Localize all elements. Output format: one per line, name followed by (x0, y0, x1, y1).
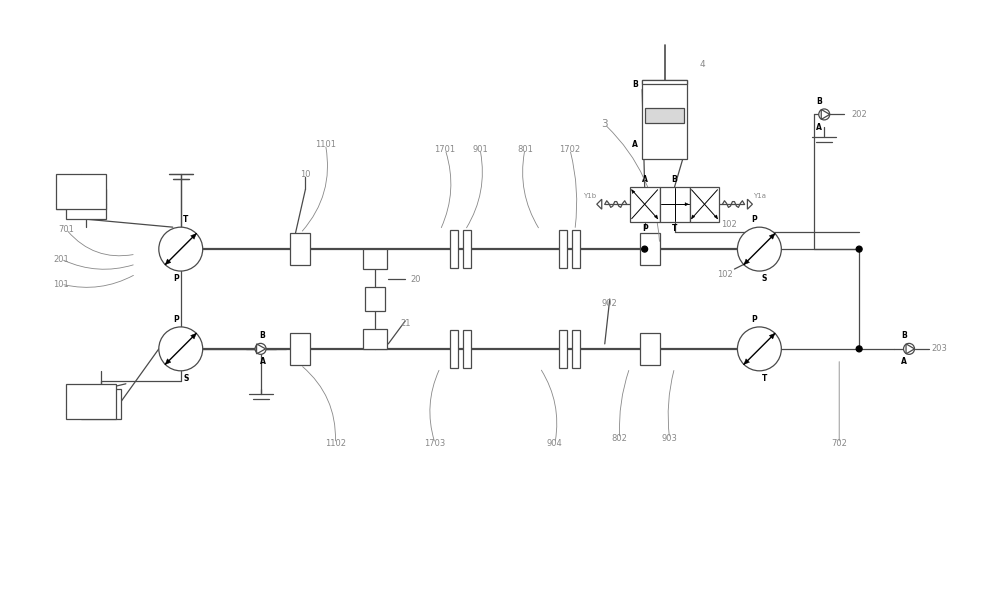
Text: 203: 203 (931, 345, 947, 353)
Bar (642, 80, 687, 159)
Text: S: S (183, 374, 188, 383)
Text: T: T (672, 224, 677, 233)
Polygon shape (685, 203, 689, 206)
Bar (630, 187, 660, 221)
Text: P: P (173, 315, 179, 324)
Text: 6: 6 (73, 389, 79, 398)
Circle shape (159, 327, 203, 371)
Text: 1102: 1102 (325, 439, 346, 448)
Polygon shape (191, 234, 196, 239)
Text: 901: 901 (472, 145, 488, 154)
Text: 102: 102 (722, 220, 737, 229)
Bar (572, 330, 580, 368)
Bar (660, 187, 690, 221)
Text: Y1a: Y1a (753, 193, 766, 199)
Bar (363, 249, 387, 269)
Text: A: A (642, 176, 648, 184)
Text: 101: 101 (53, 280, 69, 289)
Bar (290, 333, 310, 365)
Bar (56, 174, 106, 209)
Polygon shape (744, 259, 749, 264)
Text: 702: 702 (831, 439, 847, 448)
Bar (642, 80, 687, 84)
Polygon shape (744, 359, 749, 365)
Text: 904: 904 (547, 439, 563, 448)
Polygon shape (165, 359, 171, 365)
Text: Y1b: Y1b (583, 193, 596, 199)
Polygon shape (165, 259, 171, 264)
Circle shape (159, 227, 203, 271)
Bar (559, 230, 567, 268)
Circle shape (856, 246, 862, 252)
Text: 4: 4 (699, 60, 705, 69)
Text: A: A (901, 358, 907, 366)
Text: A: A (632, 140, 638, 149)
Text: 801: 801 (517, 145, 533, 154)
Text: B: B (816, 97, 822, 106)
Text: 3: 3 (601, 120, 608, 130)
Circle shape (819, 109, 830, 120)
Text: 1701: 1701 (435, 145, 456, 154)
Circle shape (737, 227, 781, 271)
Polygon shape (191, 333, 196, 339)
Text: 902: 902 (602, 299, 618, 309)
Text: P: P (752, 315, 757, 324)
Text: B: B (632, 80, 638, 89)
Bar (572, 230, 580, 268)
Bar (81, 389, 121, 419)
Bar (645, 108, 684, 124)
Bar (450, 230, 458, 268)
Circle shape (904, 343, 915, 355)
Text: S: S (762, 274, 767, 283)
Polygon shape (714, 215, 717, 219)
Text: P: P (752, 215, 757, 224)
Bar (66, 189, 106, 219)
Circle shape (255, 343, 266, 355)
Circle shape (856, 346, 862, 352)
Text: B: B (901, 332, 907, 340)
Bar (365, 287, 385, 311)
Text: 10: 10 (300, 170, 311, 179)
Bar (559, 330, 567, 368)
Bar (463, 330, 471, 368)
Text: 1702: 1702 (559, 145, 580, 154)
Polygon shape (692, 215, 695, 219)
Bar (363, 329, 387, 349)
Text: 1703: 1703 (425, 439, 446, 448)
Text: 802: 802 (612, 434, 628, 443)
Polygon shape (769, 234, 775, 239)
Text: 202: 202 (851, 110, 867, 119)
Text: A: A (260, 358, 265, 366)
Text: T: T (762, 374, 767, 383)
Bar (463, 230, 471, 268)
Text: A: A (816, 123, 822, 132)
Text: 701: 701 (58, 224, 74, 234)
Text: B: B (672, 176, 677, 184)
Text: 1101: 1101 (315, 140, 336, 149)
Text: 21: 21 (400, 319, 410, 329)
Text: B: B (260, 332, 265, 340)
Polygon shape (632, 190, 635, 194)
Text: T: T (183, 215, 188, 224)
Bar (290, 233, 310, 265)
Bar (640, 333, 660, 365)
Text: 20: 20 (410, 274, 420, 283)
Circle shape (737, 327, 781, 371)
Text: P: P (642, 224, 648, 233)
Bar (450, 330, 458, 368)
Text: P: P (173, 274, 179, 283)
Polygon shape (769, 333, 775, 339)
Text: 102: 102 (717, 270, 732, 279)
Text: 201: 201 (53, 254, 69, 264)
Bar (66, 384, 116, 419)
Text: 903: 903 (662, 434, 678, 443)
Circle shape (642, 246, 648, 252)
Polygon shape (654, 215, 658, 219)
Bar (690, 187, 719, 221)
Bar (640, 233, 660, 265)
